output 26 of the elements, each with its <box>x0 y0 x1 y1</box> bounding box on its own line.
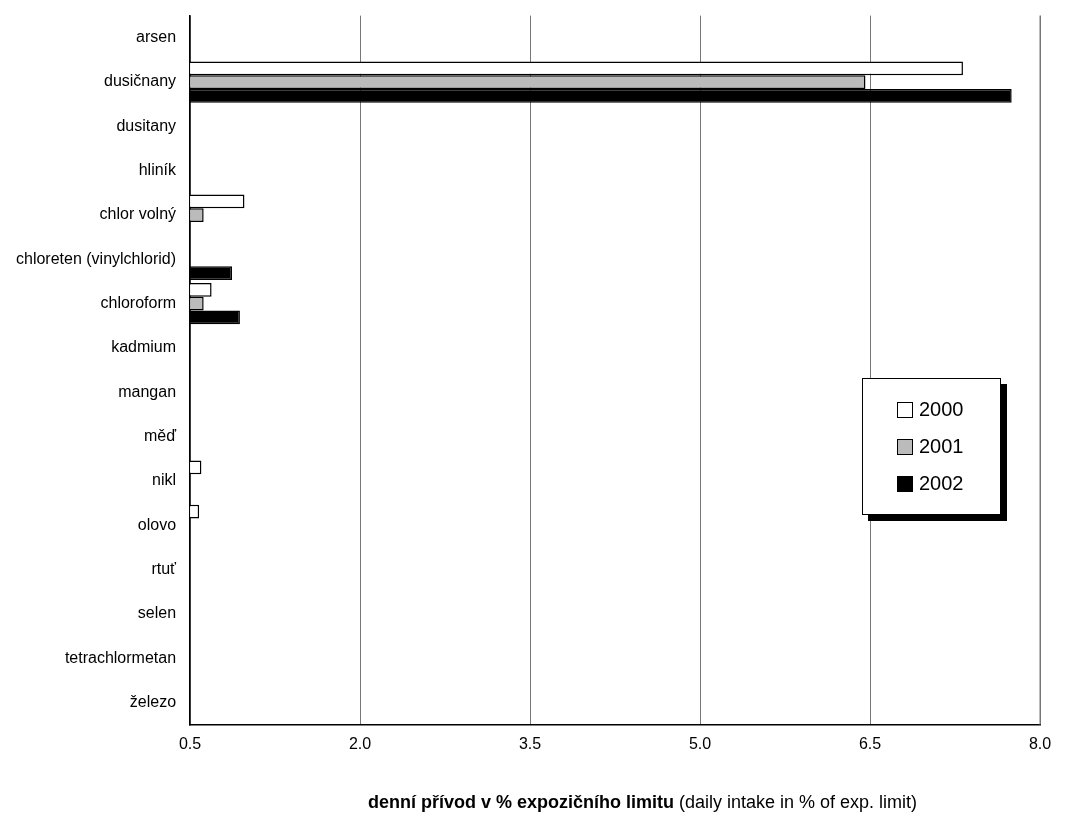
x-tick-label: 3.5 <box>518 734 542 752</box>
x-tick-label: 8.0 <box>1028 734 1052 752</box>
y-tick-label: dusičnany <box>104 72 177 90</box>
x-axis-title: denní přívod v % expozičního limitu (daily intake in % of exp. limit) <box>366 792 919 813</box>
y-tick-label: rtuť <box>151 560 178 578</box>
y-tick-label: arsen <box>136 28 177 46</box>
y-tick-label: olovo <box>137 515 177 533</box>
legend-label: 2000 <box>918 397 965 422</box>
y-tick-label: železo <box>129 693 177 711</box>
y-tick-label: chloreten (vinylchlorid) <box>16 249 177 267</box>
legend-label: 2002 <box>918 471 965 496</box>
x-tick-label: 5.0 <box>688 734 712 752</box>
x-tick-label: 6.5 <box>858 734 882 752</box>
y-tick-label: tetrachlormetan <box>64 648 177 666</box>
y-tick-label: hliník <box>138 161 178 179</box>
y-tick-label: chlor volný <box>99 205 177 223</box>
y-tick-label: selen <box>137 604 177 622</box>
y-tick-label: měď <box>144 427 177 445</box>
y-tick-label: dusitany <box>116 116 177 134</box>
y-tick-label: mangan <box>118 382 177 400</box>
x-tick-label: 2.0 <box>348 734 372 752</box>
legend-label: 2001 <box>918 434 965 459</box>
y-tick-label: kadmium <box>111 338 177 356</box>
y-tick-label: nikl <box>152 471 177 489</box>
x-tick-label: 0.5 <box>178 734 202 752</box>
y-tick-label: chloroform <box>100 294 177 312</box>
